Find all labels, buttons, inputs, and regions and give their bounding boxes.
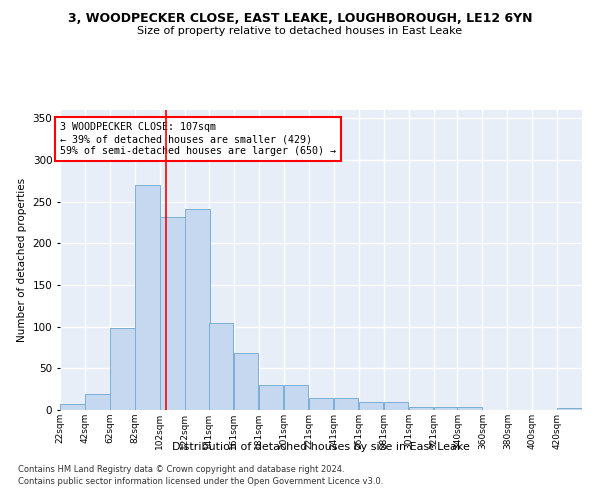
Bar bbox=[409, 406, 433, 410]
Bar bbox=[110, 328, 135, 410]
Bar bbox=[185, 209, 209, 410]
Text: Distribution of detached houses by size in East Leake: Distribution of detached houses by size … bbox=[172, 442, 470, 452]
Bar bbox=[233, 354, 259, 410]
Text: Contains HM Land Registry data © Crown copyright and database right 2024.: Contains HM Land Registry data © Crown c… bbox=[18, 466, 344, 474]
Bar bbox=[160, 216, 185, 410]
Bar bbox=[334, 398, 358, 410]
Text: 3, WOODPECKER CLOSE, EAST LEAKE, LOUGHBOROUGH, LE12 6YN: 3, WOODPECKER CLOSE, EAST LEAKE, LOUGHBO… bbox=[68, 12, 532, 26]
Bar bbox=[135, 185, 160, 410]
Text: 3 WOODPECKER CLOSE: 107sqm
← 39% of detached houses are smaller (429)
59% of sem: 3 WOODPECKER CLOSE: 107sqm ← 39% of deta… bbox=[60, 122, 336, 156]
Bar bbox=[457, 406, 482, 410]
Bar bbox=[85, 394, 110, 410]
Y-axis label: Number of detached properties: Number of detached properties bbox=[17, 178, 27, 342]
Bar bbox=[308, 398, 334, 410]
Bar bbox=[259, 385, 283, 410]
Bar bbox=[557, 408, 582, 410]
Bar bbox=[434, 406, 458, 410]
Bar bbox=[383, 402, 409, 410]
Text: Size of property relative to detached houses in East Leake: Size of property relative to detached ho… bbox=[137, 26, 463, 36]
Bar bbox=[209, 322, 233, 410]
Bar bbox=[359, 402, 383, 410]
Text: Contains public sector information licensed under the Open Government Licence v3: Contains public sector information licen… bbox=[18, 477, 383, 486]
Bar bbox=[284, 385, 308, 410]
Bar bbox=[60, 404, 85, 410]
